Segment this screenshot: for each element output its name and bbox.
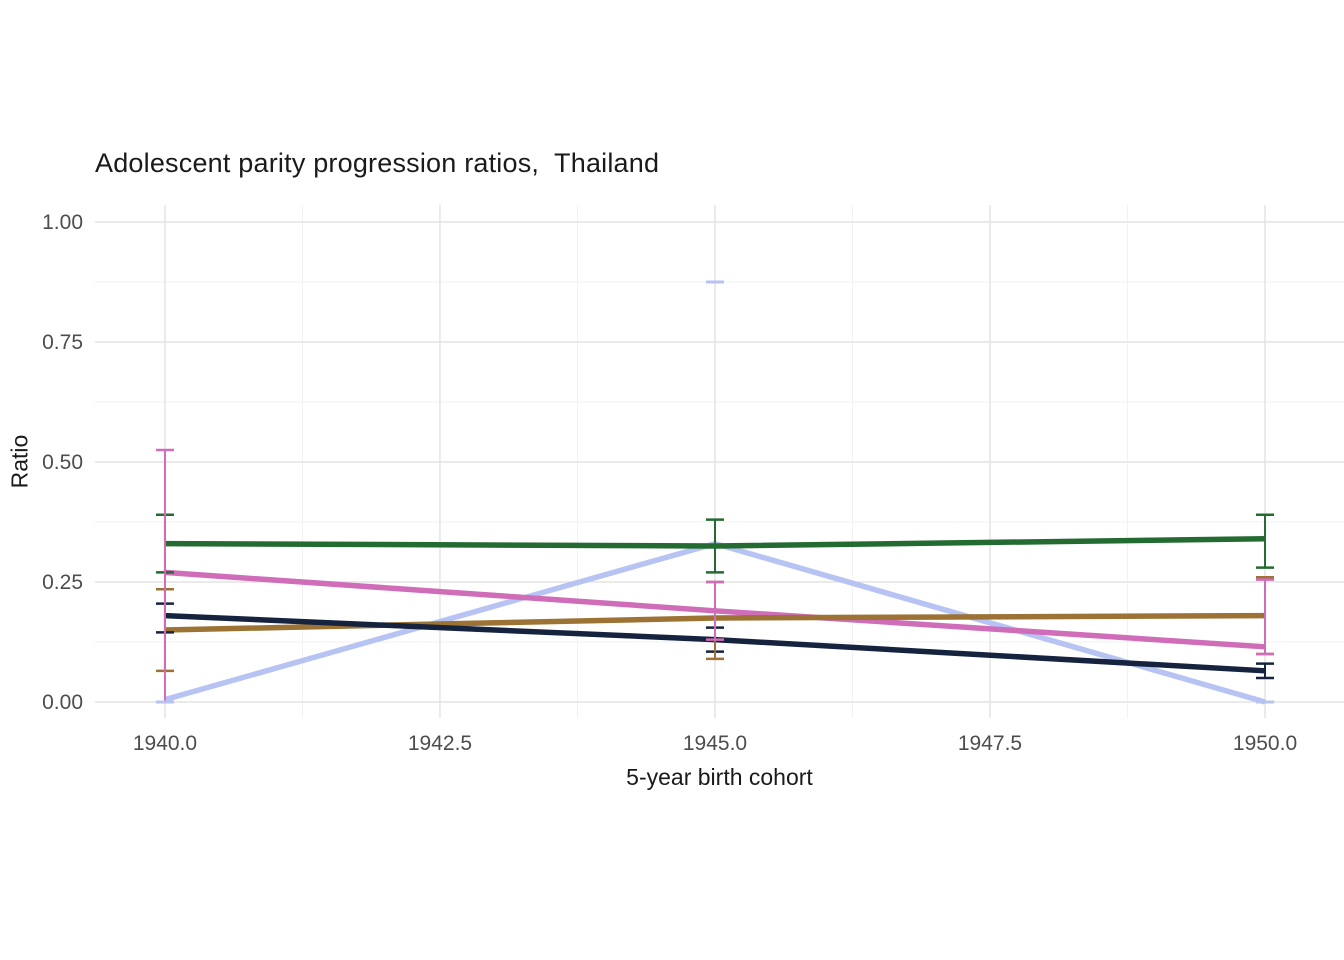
chart-title: Adolescent parity progression ratios, Th…: [95, 148, 660, 178]
x-tick-label: 1950.0: [1233, 732, 1297, 755]
x-tick-label: 1940.0: [133, 732, 197, 755]
plot-area: 1940.0 1942.5 1945.0 1947.5 1950.0 0.00 0.25 0.…: [42, 205, 1344, 755]
y-tick-label: 1.00: [42, 211, 83, 234]
error-bars-4th-to-5th-birth: [155, 280, 1275, 704]
x-tick-label: 1947.5: [958, 732, 1022, 755]
legend: Progression ratio from none to 1st birth…: [0, 835, 1344, 950]
y-tick-label: 0.00: [42, 691, 83, 714]
y-tick-label: 0.50: [42, 451, 83, 474]
x-tick-label: 1942.5: [408, 732, 472, 755]
x-tick-label: 1945.0: [683, 732, 747, 755]
y-tick-label: 0.25: [42, 571, 83, 594]
x-axis-label: 5-year birth cohort: [626, 764, 813, 790]
y-axis-label: Ratio: [6, 434, 33, 489]
axis-tick-labels: 1940.0 1942.5 1945.0 1947.5 1950.0 0.00 0.25 0.…: [42, 211, 1297, 755]
y-tick-label: 0.75: [42, 331, 83, 354]
error-bars-3rd-to-4th-birth: [155, 448, 1275, 704]
